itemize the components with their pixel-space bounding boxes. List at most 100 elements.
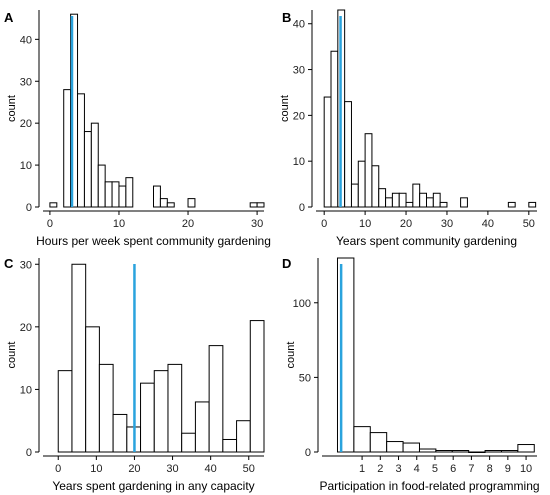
panel-a-y-axis-title: count — [6, 95, 18, 122]
panel-b-x-tick-label-0: 0 — [321, 218, 327, 230]
panel-b-y-tick-label-1: 10 — [293, 156, 305, 168]
panel-c-bar-12 — [222, 438, 238, 453]
panel-d-x-tick-label-9: 10 — [520, 463, 532, 475]
panel-c-bar-13 — [236, 420, 251, 453]
panel-c-bar-10 — [194, 401, 210, 453]
panel-c-x-tick-label-5: 50 — [243, 463, 255, 475]
panel-c-bar-14 — [249, 320, 265, 453]
panel-a-y-tick-label-3: 30 — [20, 76, 32, 88]
panel-d-bar-7 — [451, 450, 470, 453]
panel-b-x-tick-label-2: 20 — [400, 218, 412, 230]
panel-b-x-tick-label-3: 30 — [441, 218, 453, 230]
panel-c-y-ticks: 0 10 20 30 — [20, 259, 39, 459]
panel-d-bar-4 — [402, 442, 420, 453]
panel-b-bar-19 — [507, 201, 516, 208]
panel-d-y-tick-label-0: 0 — [305, 447, 311, 459]
panel-c-x-tick-label-3: 30 — [166, 463, 178, 475]
panel-b-bar-14 — [419, 192, 427, 208]
panel-c-bar-9 — [181, 432, 196, 453]
panel-b-y-tick-label-2: 20 — [293, 110, 305, 122]
panel-d-x-tick-label-7: 8 — [487, 463, 493, 475]
panel-a-bar-8 — [111, 181, 120, 208]
panel-a-y-tick-label-2: 20 — [20, 118, 32, 130]
panel-d-bar-11 — [517, 444, 535, 453]
panel-a-bar-5 — [90, 122, 99, 208]
panel-d-bar-8 — [468, 451, 486, 453]
panel-a-x-tick-label-3: 30 — [251, 218, 263, 230]
panel-c-bars — [57, 263, 265, 453]
panel-b-bar-4 — [350, 183, 359, 208]
panel-a-bar-1 — [63, 89, 72, 208]
panel-d-bar-10 — [500, 450, 519, 453]
panel-c-x-ticks: 0 10 20 30 40 50 — [55, 456, 255, 475]
panel-a-bar-14 — [187, 198, 196, 208]
panel-b-bar-7 — [371, 165, 380, 208]
panel-a-bar-12 — [159, 198, 168, 208]
panel-d-y-ticks: 0 50 100 — [293, 298, 318, 459]
panel-c-bar-2 — [85, 326, 100, 453]
panel-a-letter: A — [4, 10, 14, 25]
panel-b-x-tick-label-5: 50 — [523, 218, 535, 230]
panel-b-y-tick-label-3: 30 — [293, 65, 305, 77]
panel-a-bar-6 — [97, 164, 106, 208]
panel-c-x-axis-title: Years spent gardening in any capacity — [52, 479, 254, 493]
panel-b-letter: B — [282, 10, 291, 25]
panel-c-letter: C — [4, 256, 14, 271]
panel-b-x-tick-label-4: 40 — [482, 218, 494, 230]
panel-a-bar-13 — [166, 202, 175, 208]
panel-c-x-tick-label-0: 0 — [55, 463, 61, 475]
panel-c-y-tick-label-1: 10 — [20, 384, 32, 396]
panel-a-bar-3 — [77, 93, 85, 208]
panel-a-x-tick-label-0: 0 — [47, 218, 53, 230]
panel-c-y-tick-label-2: 20 — [20, 322, 32, 334]
panel-d-y-tick-label-1: 50 — [299, 372, 311, 384]
panel-b-bar-17 — [439, 201, 448, 208]
panel-d-bar-9 — [484, 450, 502, 453]
panel-d-x-axis-title: Participation in food-related programmin… — [319, 479, 539, 493]
panel-d: D 1 2 3 4 5 6 7 8 9 10 0 50 100 Participation in fo… — [282, 256, 540, 493]
panel-d-x-ticks: 1 2 3 4 5 6 7 8 9 10 — [359, 456, 532, 475]
panel-b-bar-8 — [378, 188, 387, 208]
panel-a-x-tick-label-1: 10 — [113, 218, 125, 230]
panel-c-y-tick-label-0: 0 — [26, 447, 32, 459]
panel-d-y-tick-label-2: 100 — [293, 298, 311, 310]
panel-a-x-tick-label-2: 20 — [182, 218, 194, 230]
panel-d-bar-3 — [386, 441, 404, 453]
panel-b-bar-15 — [426, 197, 434, 208]
panel-c-bar-6 — [140, 382, 155, 453]
panel-b-bar-13 — [412, 183, 421, 208]
panel-c: C 0 10 20 30 40 50 0 10 20 30 Years spent garden… — [4, 256, 265, 493]
panel-d-x-tick-label-6: 7 — [468, 463, 474, 475]
panel-a-bar-10 — [125, 177, 134, 208]
panel-b-x-axis-title: Years spent community gardening — [336, 234, 517, 248]
panel-b-y-tick-label-0: 0 — [299, 202, 305, 214]
panel-b-bar-5 — [357, 160, 366, 208]
panel-c-bar-0 — [57, 370, 73, 453]
panel-d-bar-2 — [369, 432, 388, 453]
panel-a-y-tick-label-4: 40 — [20, 34, 32, 46]
panel-c-bar-7 — [153, 370, 169, 453]
panel-d-x-tick-label-2: 3 — [395, 463, 401, 475]
panel-a-bar-16 — [256, 202, 265, 208]
panel-d-x-tick-label-1: 2 — [377, 463, 383, 475]
panel-b: B 0 10 20 30 40 50 0 10 20 30 40 Years spent comm… — [279, 9, 537, 248]
panel-d-x-tick-label-0: 1 — [359, 463, 365, 475]
panel-c-x-tick-label-1: 10 — [90, 463, 102, 475]
panel-b-bar-6 — [364, 133, 373, 208]
panel-b-bar-1 — [330, 50, 339, 208]
panel-c-y-axis-title: count — [6, 342, 18, 369]
panel-a-x-axis-title: Hours per week spent community gardening — [36, 234, 271, 248]
panel-b-bar-3 — [344, 101, 352, 208]
panel-c-bar-1 — [71, 263, 87, 453]
panel-b-y-ticks: 0 10 20 30 40 — [293, 19, 312, 214]
panel-c-y-tick-label-3: 30 — [20, 259, 32, 271]
panel-c-bar-4 — [112, 413, 128, 453]
panel-c-bar-3 — [98, 363, 114, 453]
panel-b-bar-18 — [460, 197, 468, 208]
panel-d-x-tick-label-4: 5 — [432, 463, 438, 475]
panel-d-bar-6 — [435, 450, 453, 453]
panel-b-bar-16 — [432, 192, 441, 208]
panel-d-bars — [336, 257, 535, 453]
panel-b-bars — [323, 9, 537, 208]
